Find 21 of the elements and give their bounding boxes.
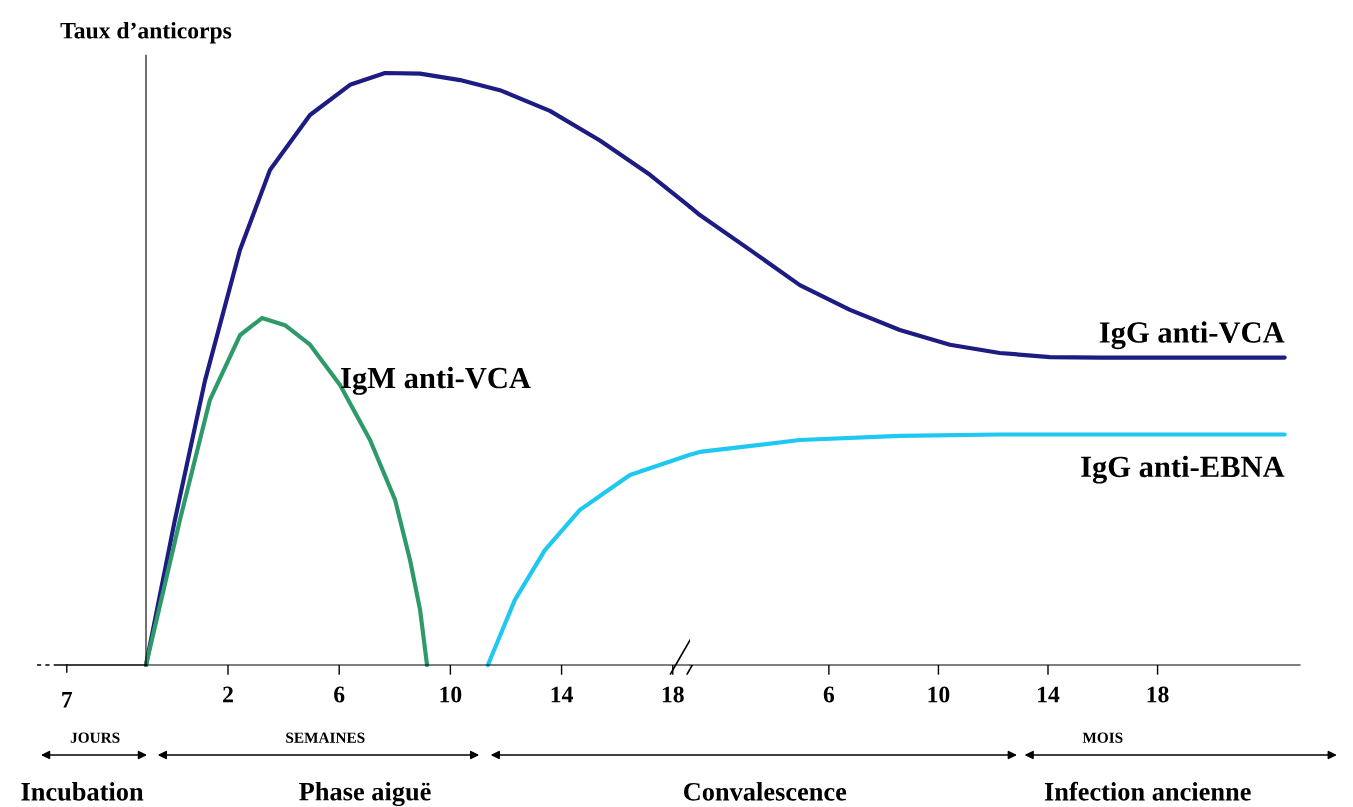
- text: SEMAINES: [286, 732, 365, 743]
- x-tick-label: 18: [1147, 686, 1169, 703]
- series-label: IgG anti-EBNA: [1081, 455, 1285, 484]
- x-tick-label: 10: [440, 686, 462, 703]
- x-tick-label: 18: [662, 686, 684, 703]
- x-tick-label: 14: [1038, 686, 1060, 703]
- x-tick-label: 6: [334, 686, 345, 703]
- y-axis-title: Taux d’anticorps: [60, 21, 232, 44]
- series-label: IgG anti-VCA: [1099, 321, 1285, 350]
- text: JOURS: [70, 732, 120, 743]
- series-label: IgM anti-VCA: [341, 366, 531, 395]
- x-tick-label: 10: [928, 686, 950, 703]
- text: MOIS: [1082, 732, 1123, 743]
- text: 7: [62, 691, 73, 708]
- text: Infection ancienne: [1044, 781, 1251, 801]
- text: Incubation: [21, 782, 144, 801]
- x-tick-label: 6: [823, 686, 835, 703]
- x-tick-label: 14: [551, 686, 573, 703]
- text: Convalescence: [683, 782, 847, 801]
- x-tick-label: 2: [223, 686, 233, 703]
- text: Phase aiguë: [299, 781, 431, 807]
